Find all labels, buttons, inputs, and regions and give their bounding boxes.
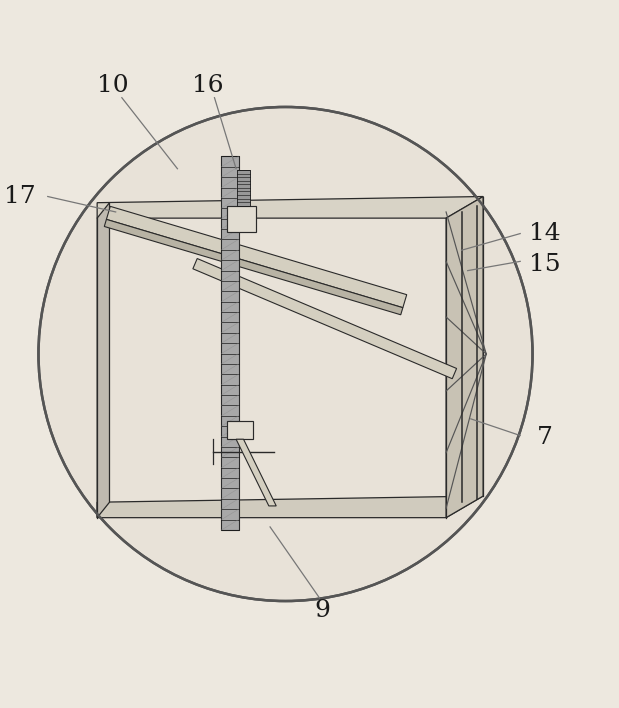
Text: 15: 15 (529, 253, 561, 276)
Text: 10: 10 (97, 74, 128, 97)
Text: 14: 14 (529, 222, 561, 245)
Bar (221, 156, 238, 530)
Polygon shape (446, 197, 483, 518)
Polygon shape (104, 219, 403, 315)
Polygon shape (236, 439, 276, 506)
Polygon shape (97, 202, 110, 518)
Polygon shape (106, 206, 407, 308)
Polygon shape (97, 496, 483, 518)
Text: 9: 9 (314, 599, 331, 622)
Text: 17: 17 (4, 185, 36, 208)
Text: 16: 16 (193, 74, 224, 97)
Text: 7: 7 (537, 426, 553, 449)
Polygon shape (227, 206, 256, 232)
Polygon shape (97, 197, 483, 218)
Circle shape (38, 107, 532, 601)
Polygon shape (227, 421, 253, 439)
Polygon shape (193, 258, 457, 379)
Bar (236, 170, 250, 206)
